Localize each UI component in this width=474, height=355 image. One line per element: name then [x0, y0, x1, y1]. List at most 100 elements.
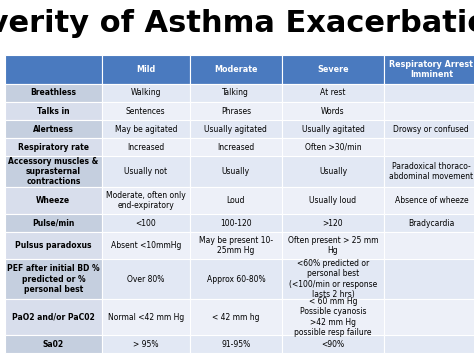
Bar — [190, 335, 282, 353]
Bar — [384, 259, 474, 299]
Text: Phrases: Phrases — [221, 106, 251, 115]
Bar — [282, 214, 384, 232]
Text: Usually not: Usually not — [124, 167, 167, 176]
Text: Usually loud: Usually loud — [310, 196, 356, 205]
Bar — [190, 84, 282, 102]
Text: Pulse/min: Pulse/min — [32, 219, 74, 228]
Text: Absence of wheeze: Absence of wheeze — [394, 196, 468, 205]
Text: 100-120: 100-120 — [220, 219, 252, 228]
Bar — [102, 259, 190, 299]
Text: Sa02: Sa02 — [43, 340, 64, 349]
Text: Moderate, often only
end-expiratory: Moderate, often only end-expiratory — [106, 191, 186, 210]
Text: May be present 10-
25mm Hg: May be present 10- 25mm Hg — [199, 236, 273, 255]
Bar — [282, 187, 384, 214]
Text: Often present > 25 mm
Hg: Often present > 25 mm Hg — [288, 236, 378, 255]
Bar — [190, 138, 282, 156]
Bar — [5, 156, 102, 187]
Text: Mild: Mild — [136, 65, 155, 74]
Text: Sentences: Sentences — [126, 106, 165, 115]
Text: Absent <10mmHg: Absent <10mmHg — [110, 241, 181, 250]
Bar — [282, 335, 384, 353]
Bar — [5, 232, 102, 259]
Bar — [190, 156, 282, 187]
Text: Words: Words — [321, 106, 345, 115]
Bar — [282, 84, 384, 102]
Bar — [102, 120, 190, 138]
Text: May be agitated: May be agitated — [115, 125, 177, 133]
Text: Respiratory rate: Respiratory rate — [18, 143, 89, 152]
Text: <60% predicted or
personal best
(<100/min or response
lasts 2 hrs): <60% predicted or personal best (<100/mi… — [289, 259, 377, 299]
Bar — [5, 84, 102, 102]
Text: PEF after initial BD %
predicted or %
personal best: PEF after initial BD % predicted or % pe… — [7, 264, 100, 294]
Bar — [190, 214, 282, 232]
Bar — [102, 214, 190, 232]
Bar — [282, 138, 384, 156]
Bar — [102, 84, 190, 102]
Text: Loud: Loud — [227, 196, 245, 205]
Text: Approx 60-80%: Approx 60-80% — [207, 275, 265, 284]
Text: Paradoxical thoraco-
abdominal movement: Paradoxical thoraco- abdominal movement — [389, 162, 474, 181]
Text: Accessory muscles &
suprasternal
contractions: Accessory muscles & suprasternal contrac… — [8, 157, 99, 186]
Text: Usually agitated: Usually agitated — [204, 125, 267, 133]
Text: 91-95%: 91-95% — [221, 340, 250, 349]
Bar — [5, 214, 102, 232]
Bar — [190, 187, 282, 214]
Bar — [384, 156, 474, 187]
Bar — [5, 259, 102, 299]
Text: < 60 mm Hg
Possible cyanosis
>42 mm Hg
possible resp failure: < 60 mm Hg Possible cyanosis >42 mm Hg p… — [294, 297, 372, 337]
Text: <90%: <90% — [321, 340, 345, 349]
Bar — [282, 120, 384, 138]
Bar — [384, 187, 474, 214]
Text: Alertness: Alertness — [33, 125, 74, 133]
Text: >120: >120 — [323, 219, 343, 228]
Text: Walking: Walking — [130, 88, 161, 98]
Bar — [282, 299, 384, 335]
Bar — [5, 138, 102, 156]
Text: <100: <100 — [136, 219, 156, 228]
Text: < 42 mm hg: < 42 mm hg — [212, 313, 260, 322]
Text: Severity of Asthma Exacerbations: Severity of Asthma Exacerbations — [0, 9, 474, 38]
Text: Wheeze: Wheeze — [36, 196, 70, 205]
Bar — [190, 299, 282, 335]
Bar — [190, 55, 282, 84]
Bar — [384, 84, 474, 102]
Text: Often >30/min: Often >30/min — [305, 143, 361, 152]
Bar — [282, 102, 384, 120]
Bar — [102, 156, 190, 187]
Bar — [384, 299, 474, 335]
Bar — [102, 335, 190, 353]
Bar — [102, 232, 190, 259]
Text: At rest: At rest — [320, 88, 346, 98]
Bar — [102, 138, 190, 156]
Text: PaO2 and/or PaC02: PaO2 and/or PaC02 — [12, 313, 95, 322]
Text: Usually agitated: Usually agitated — [301, 125, 365, 133]
Bar — [384, 120, 474, 138]
Bar — [5, 120, 102, 138]
Text: Severe: Severe — [317, 65, 349, 74]
Text: Over 80%: Over 80% — [127, 275, 164, 284]
Bar — [384, 335, 474, 353]
Bar — [5, 55, 102, 84]
Text: > 95%: > 95% — [133, 340, 158, 349]
Text: Talking: Talking — [222, 88, 249, 98]
Text: Moderate: Moderate — [214, 65, 257, 74]
Bar — [102, 187, 190, 214]
Text: Breathless: Breathless — [30, 88, 76, 98]
Bar — [5, 335, 102, 353]
Bar — [5, 187, 102, 214]
Bar — [384, 138, 474, 156]
Text: Increased: Increased — [217, 143, 255, 152]
Bar — [384, 232, 474, 259]
Bar — [5, 299, 102, 335]
Text: Talks in: Talks in — [37, 106, 70, 115]
Bar — [190, 232, 282, 259]
Bar — [282, 156, 384, 187]
Text: Bradycardia: Bradycardia — [408, 219, 455, 228]
Bar — [5, 102, 102, 120]
Text: Normal <42 mm Hg: Normal <42 mm Hg — [108, 313, 184, 322]
Bar — [282, 55, 384, 84]
Bar — [102, 55, 190, 84]
Bar — [102, 102, 190, 120]
Text: Pulsus paradoxus: Pulsus paradoxus — [15, 241, 91, 250]
Text: Increased: Increased — [127, 143, 164, 152]
